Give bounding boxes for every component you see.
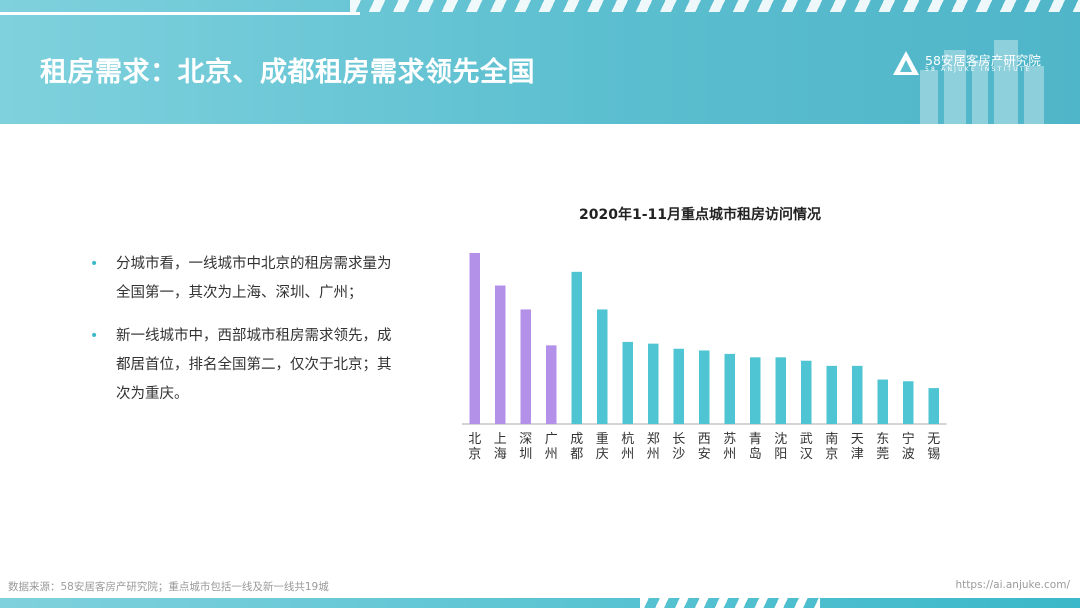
x-tick-label: 沈阳	[774, 432, 787, 462]
bar-9	[699, 350, 710, 424]
bar-13	[801, 360, 812, 424]
x-tick-label: 西安	[698, 432, 711, 462]
x-tick-label: 上海	[494, 432, 507, 462]
bar-11	[750, 357, 761, 424]
footer-url: https://ai.anjuke.com/	[955, 579, 1070, 591]
x-tick-label: 杭州	[621, 432, 634, 462]
bar-14	[826, 365, 837, 424]
x-tick-label: 成都	[570, 432, 583, 462]
bar-18	[928, 388, 939, 424]
brand-logo: 58安居客房产研究院 58 ANJUKE INSTITUTE	[892, 48, 1062, 78]
page-title: 租房需求：北京、成都租房需求领先全国	[40, 57, 535, 88]
x-tick-label: 武汉	[800, 432, 813, 462]
bullet-text: 分城市看，一线城市中北京的租房需求量为全国第一，其次为上海、深圳、广州；	[116, 256, 392, 301]
x-tick-label: 广州	[545, 432, 558, 462]
footer-stripes	[640, 598, 820, 608]
bar-16	[877, 379, 888, 424]
bar-17	[903, 381, 914, 424]
bar-7	[648, 343, 659, 424]
bar-8	[673, 348, 684, 424]
x-tick-label: 东莞	[876, 432, 889, 462]
header-topline	[0, 12, 360, 15]
bullet-text: 新一线城市中，西部城市租房需求领先，成都居首位，排名全国第二，仅次于北京；其次为…	[116, 328, 392, 402]
bar-3	[546, 345, 557, 424]
x-tick-label: 深圳	[519, 432, 532, 462]
bullet-item: • 分城市看，一线城市中北京的租房需求量为全国第一，其次为上海、深圳、广州；	[90, 250, 400, 308]
x-tick-label: 郑州	[647, 432, 660, 462]
bar-6	[622, 341, 633, 424]
x-tick-label: 长沙	[672, 432, 685, 462]
bullet-item: • 新一线城市中，西部城市租房需求领先，成都居首位，排名全国第二，仅次于北京；其次…	[90, 322, 400, 409]
bullet-dot-icon: •	[90, 328, 99, 344]
chart-title: 2020年1-11月重点城市租房访问情况	[579, 207, 821, 223]
skyline-decoration	[920, 40, 1044, 124]
bar-0	[469, 253, 480, 424]
x-tick-label: 重庆	[596, 431, 609, 462]
bar-12	[775, 357, 786, 424]
footer-bar	[0, 598, 1080, 608]
bullet-dot-icon: •	[90, 256, 99, 272]
data-source-note: 数据来源：58安居客房产研究院；重点城市包括一线及新一线共19城	[8, 581, 329, 593]
header-stripes	[350, 0, 1080, 12]
x-tick-label: 青岛	[749, 432, 762, 462]
summary-bullets: • 分城市看，一线城市中北京的租房需求量为全国第一，其次为上海、深圳、广州； • 新…	[90, 250, 400, 423]
logo-subtitle: 58 ANJUKE INSTITUTE	[925, 66, 1032, 73]
bar-1	[495, 285, 506, 424]
header-banner: 租房需求：北京、成都租房需求领先全国 58安居客房产研究院 58 ANJUKE …	[0, 0, 1080, 124]
bar-5	[597, 309, 608, 424]
x-tick-label: 苏州	[723, 431, 736, 462]
logo-name: 58安居客房产研究院	[925, 53, 1041, 68]
x-tick-label: 南京	[825, 431, 838, 462]
x-tick-label: 无锡	[927, 432, 940, 462]
x-tick-label: 宁波	[902, 431, 915, 462]
x-tick-label: 天津	[851, 432, 864, 462]
bar-15	[852, 365, 863, 424]
x-tick-label: 北京	[468, 432, 481, 462]
bar-2	[520, 309, 531, 424]
logo-triangle-icon	[893, 51, 919, 75]
bar-4	[571, 271, 582, 424]
bar-10	[724, 353, 735, 424]
